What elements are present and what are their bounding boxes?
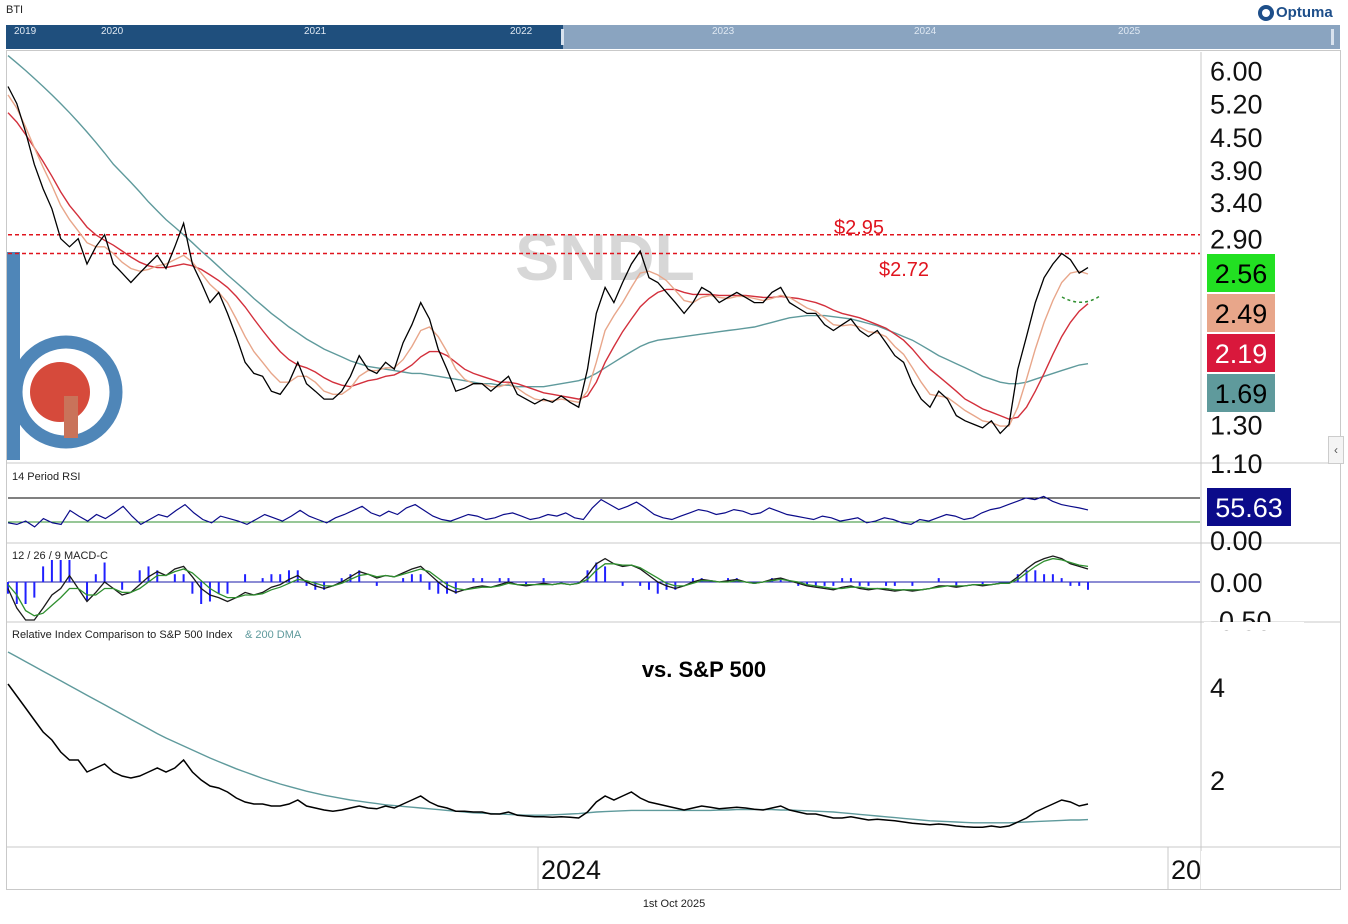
- timeline-navigator[interactable]: 2019 2020 2021 2022 2023 2024 2025: [6, 25, 1340, 49]
- x-axis-label-next: 20: [1171, 855, 1201, 885]
- last-value-box-short-ma: [1207, 294, 1275, 332]
- price-tick-4: 3.40: [1210, 188, 1263, 218]
- price-tick-1: 5.20: [1210, 90, 1263, 120]
- price-series-mid-ma: [7, 112, 1089, 420]
- rsi-value-label: 55.63: [1215, 493, 1283, 523]
- relative-tick-0: 4: [1210, 673, 1225, 703]
- price-series-long-ma: [7, 55, 1089, 388]
- price-tick-3: 3.90: [1210, 156, 1263, 186]
- x-axis-right-mask: [1201, 851, 1340, 889]
- price-tick-5: 2.90: [1210, 225, 1263, 255]
- scroll-right-arrow[interactable]: ‹: [1328, 436, 1344, 464]
- macd-tick-mask: [1204, 622, 1304, 630]
- brand-name: Optuma: [1276, 4, 1333, 21]
- macd-series-macd: [7, 555, 1089, 621]
- navigator-handle-right[interactable]: [1331, 29, 1334, 45]
- macd-title: 12 / 26 / 9 MACD-C: [12, 550, 108, 562]
- chart-frame: [6, 50, 1341, 890]
- navigator-year-2023: 2023: [712, 26, 735, 37]
- projection-dash: [1061, 295, 1101, 303]
- macd-series-signal: [7, 557, 1089, 617]
- navigator-year-2025: 2025: [1118, 26, 1141, 37]
- relative-title-suffix: & 200 DMA: [245, 629, 302, 641]
- footer-date: 1st Oct 2025: [642, 898, 706, 910]
- macd-tick-0: 0.00: [1210, 568, 1263, 598]
- navigator-year-2022: 2022: [510, 26, 533, 37]
- ticker-label: BTI: [6, 4, 24, 16]
- watermark-text: SNDL: [515, 220, 695, 294]
- price-tick-0: 6.00: [1210, 57, 1263, 87]
- rsi-tick-0: 0.00: [1210, 526, 1263, 556]
- relative-tick-1: 2: [1210, 766, 1225, 796]
- rsi-line: [7, 495, 1089, 528]
- logo-stem: [64, 396, 78, 438]
- level-label-0: $2.95: [834, 217, 884, 239]
- optuma-logo: Optuma: [1258, 4, 1333, 21]
- rsi-title: 14 Period RSI: [12, 471, 80, 483]
- logo-bar: [7, 252, 20, 460]
- relative-title: Relative Index Comparison to S&P 500 Ind…: [12, 629, 233, 641]
- navigator-year-2020: 2020: [101, 26, 124, 37]
- price-tick-10: 1.30: [1210, 410, 1263, 440]
- last-value-box-long-ma: [1207, 374, 1275, 412]
- relative-series-ratio: [7, 683, 1089, 828]
- navigator-year-2019: 2019: [14, 26, 37, 37]
- rsi-value-box: [1207, 488, 1291, 526]
- relative-series-200-dma: [7, 651, 1089, 824]
- last-value-label-mid-ma: 2.19: [1215, 339, 1268, 369]
- logo-core: [30, 362, 90, 422]
- macd-tick-1: -0.50: [1210, 606, 1272, 636]
- last-value-label-long-ma: 1.69: [1215, 379, 1268, 409]
- price-tick-2: 4.50: [1210, 123, 1263, 153]
- level-label-1: $2.72: [879, 259, 929, 281]
- last-value-box-price: [1207, 254, 1275, 292]
- price-series-price: [7, 86, 1089, 435]
- last-value-label-price: 2.56: [1215, 259, 1268, 289]
- optuma-logo-icon: [1258, 4, 1274, 21]
- logo-ring: [9, 335, 123, 449]
- x-axis-label-2024: 2024: [541, 855, 601, 885]
- last-value-box-mid-ma: [1207, 334, 1275, 372]
- navigator-handle-left[interactable]: [561, 29, 564, 45]
- relative-annotation: vs. S&P 500: [642, 657, 766, 682]
- navigator-year-2024: 2024: [914, 26, 937, 37]
- navigator-year-2021: 2021: [304, 26, 327, 37]
- price-tick-11: 1.10: [1210, 449, 1263, 479]
- navigator-selection[interactable]: [6, 25, 563, 49]
- last-value-label-short-ma: 2.49: [1215, 299, 1268, 329]
